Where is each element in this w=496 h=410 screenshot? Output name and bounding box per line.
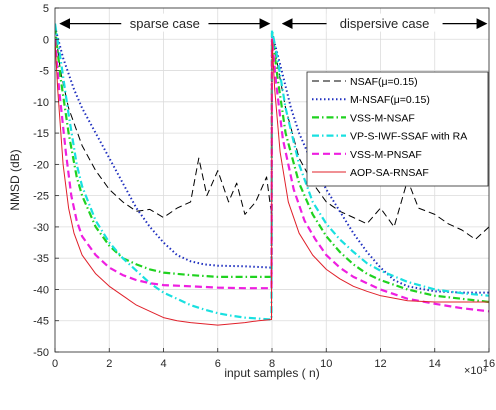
- x-tick-label: 10: [320, 358, 332, 370]
- x-tick-label: 12: [374, 358, 386, 370]
- series-lines: [55, 23, 489, 326]
- x-tick-label: 2: [106, 358, 112, 370]
- y-tick-label: -30: [33, 222, 49, 234]
- x-tick-label: 8: [269, 358, 275, 370]
- legend-label-5: VSS-M-PNSAF: [350, 149, 422, 161]
- y-tick-label: -35: [33, 253, 49, 265]
- annotations: sparse case dispersive case: [59, 13, 488, 32]
- series-line-5: [55, 38, 489, 313]
- y-tick-label: -25: [33, 191, 49, 203]
- x-exponent-label: ×10⁴: [464, 365, 488, 377]
- legend-label-4: VP-S-IWF-SSAF with RA: [350, 131, 467, 143]
- y-tick-label: -45: [33, 316, 49, 328]
- series-line-6: [55, 38, 489, 326]
- annotation-label-1: sparse case: [130, 16, 200, 31]
- y-tick-label: -40: [33, 284, 49, 296]
- x-tick-label: 16: [483, 358, 495, 370]
- legend-label-6: AOP-SA-RNSAF: [350, 167, 429, 179]
- legend-box: [306, 71, 489, 187]
- annotation-bg-2: [326, 13, 443, 32]
- y-tick-label: -15: [33, 128, 49, 140]
- annotation-bg-1: [121, 13, 209, 32]
- x-tick-label: 6: [215, 358, 221, 370]
- annotation-label-2: dispersive case: [340, 16, 430, 31]
- legend: NSAF(μ=0.15) M-NSAF(μ=0.15) VSS-M-NSAF VP-S…: [306, 71, 489, 187]
- y-tick-label: 5: [43, 3, 49, 15]
- series-line-4: [55, 23, 489, 321]
- legend-label-2: M-NSAF(μ=0.15): [350, 94, 430, 106]
- legend-label-3: VSS-M-NSAF: [350, 112, 415, 124]
- legend-label-1: NSAF(μ=0.15): [350, 76, 418, 88]
- y-tick-label: -10: [33, 97, 49, 109]
- x-tick-label: 0: [52, 358, 58, 370]
- x-axis-label: input samples ( n): [224, 366, 319, 380]
- y-tick-label: -20: [33, 159, 49, 171]
- y-axis-label: NMSD (dB): [8, 149, 22, 210]
- x-tick-label: 14: [429, 358, 441, 370]
- y-tick-label: -5: [39, 66, 49, 78]
- y-tick-label: 0: [43, 34, 49, 46]
- y-tick-label: -50: [33, 347, 49, 359]
- series-line-1: [55, 26, 489, 240]
- axis-ticks: 0 2 4 6 8 10 12 14 16 5 0 -5 -10 -15 -20 -25 -30 -35 -40 -4…: [33, 3, 495, 370]
- x-tick-label: 4: [160, 358, 166, 370]
